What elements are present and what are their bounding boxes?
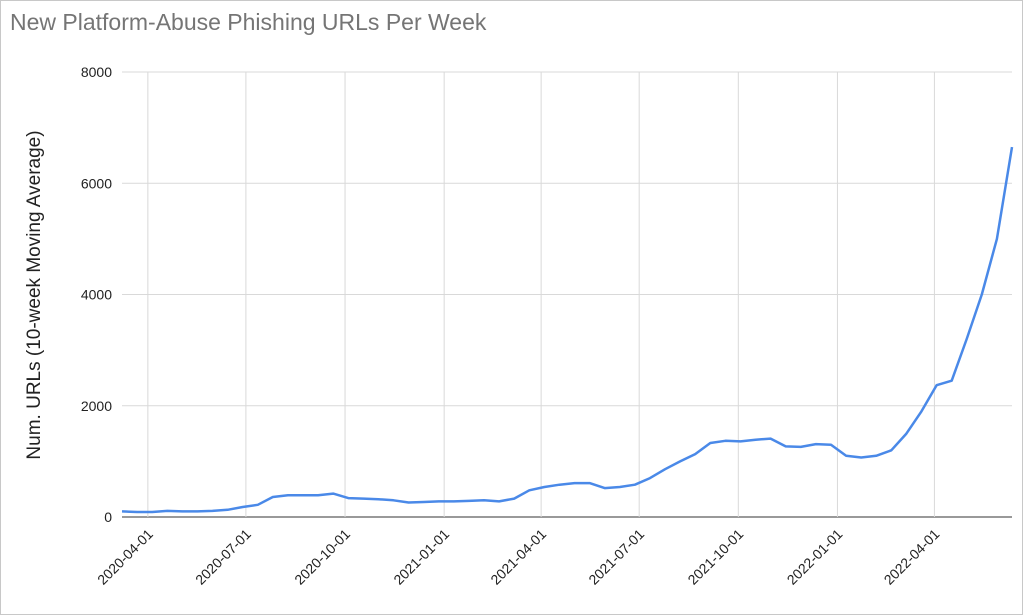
y-tick-label: 2000: [81, 398, 112, 414]
data-line: [121, 146, 1014, 514]
chart-title: New Platform-Abuse Phishing URLs Per Wee…: [10, 9, 487, 35]
y-tick-label: 0: [104, 509, 112, 525]
y-tick-label: 6000: [81, 175, 112, 191]
y-axis-label: Num. URLs (10-week Moving Average): [24, 130, 45, 459]
y-tick-label: 8000: [81, 64, 112, 80]
y-tick-label: 4000: [81, 287, 112, 303]
